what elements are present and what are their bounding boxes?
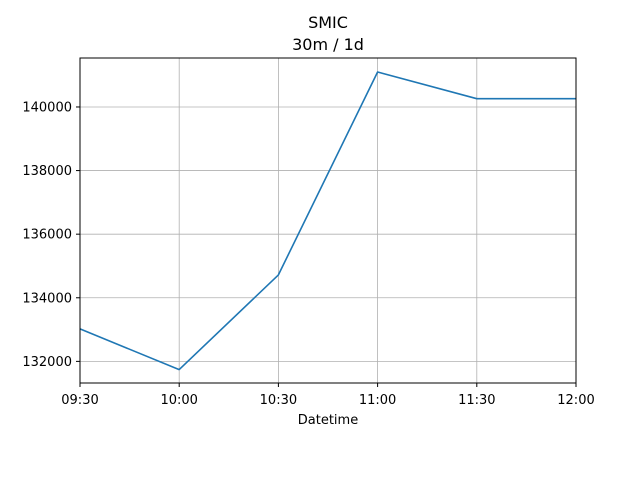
x-tick-label: 11:30 [458, 393, 495, 408]
y-tick-label: 134000 [22, 291, 72, 306]
y-axis: 132000 134000 136000 138000 140000 [22, 100, 80, 370]
plot-frame [79, 57, 577, 384]
x-tick-label: 10:30 [260, 393, 297, 408]
y-tick-label: 138000 [22, 164, 72, 179]
series-line [79, 71, 576, 371]
y-tick-label: 136000 [22, 228, 72, 243]
x-axis-label: Datetime [298, 413, 358, 428]
x-axis: 09:30 10:00 10:30 11:00 11:30 12:00 [61, 383, 595, 408]
y-tick-label: 140000 [22, 100, 72, 115]
x-tick-label: 09:30 [61, 393, 98, 408]
chart-title-group: SMIC 30m / 1d [292, 13, 364, 54]
grid-lines [79, 58, 577, 383]
chart-title: SMIC [308, 13, 348, 32]
y-tick-label: 132000 [22, 355, 72, 370]
x-tick-label: 11:00 [359, 393, 396, 408]
x-tick-label: 10:00 [160, 393, 197, 408]
chart-subtitle: 30m / 1d [292, 35, 364, 54]
plot-area [79, 71, 577, 371]
x-tick-label: 12:00 [557, 393, 594, 408]
